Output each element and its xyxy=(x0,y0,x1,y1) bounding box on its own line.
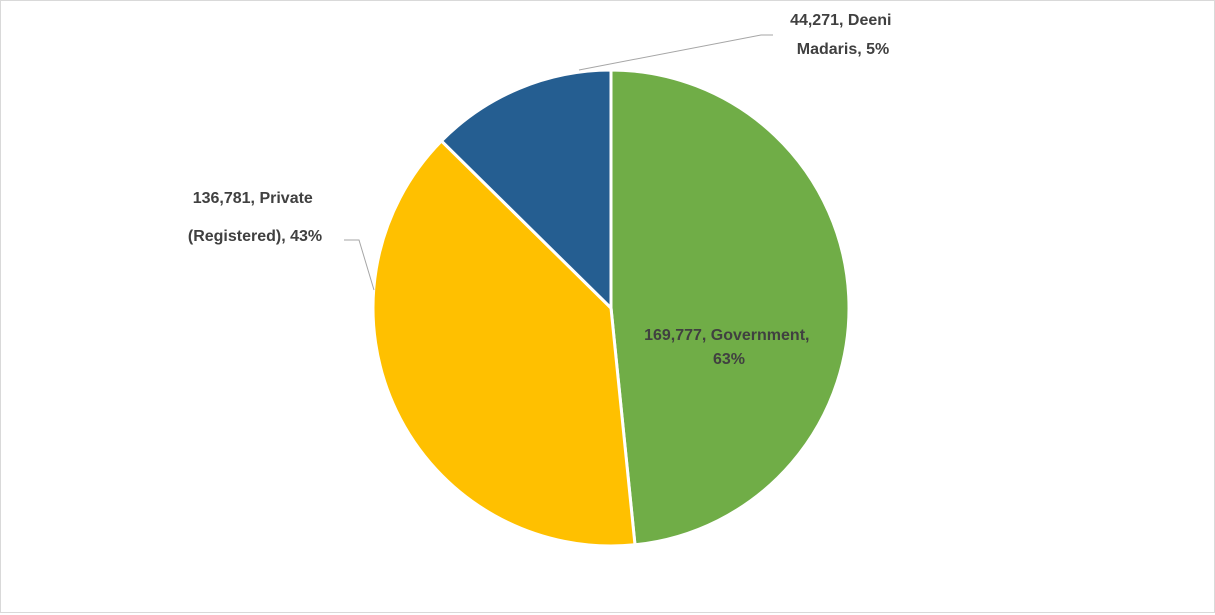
slice-government xyxy=(609,68,851,547)
label-madaris-line1: 44,271, Deeni xyxy=(790,12,891,29)
label-private: 136,781, Private (Registered), 43% xyxy=(188,190,322,245)
label-government-line1: 169,777, Government, xyxy=(644,327,809,344)
leader-line-private xyxy=(344,239,375,291)
label-government-line2: 63% xyxy=(713,351,745,368)
leader-line-madaris xyxy=(578,34,773,71)
label-private-line1: 136,781, Private xyxy=(193,190,313,207)
label-madaris: 44,271, Deeni Madaris, 5% xyxy=(790,12,896,58)
pie-slices xyxy=(371,68,851,548)
label-private-line2: (Registered), 43% xyxy=(188,228,322,245)
slice-private xyxy=(371,139,637,548)
slice-madaris xyxy=(439,68,613,310)
label-government: 169,777, Government, 63% xyxy=(644,327,814,368)
label-madaris-line2: Madaris, 5% xyxy=(797,41,889,58)
